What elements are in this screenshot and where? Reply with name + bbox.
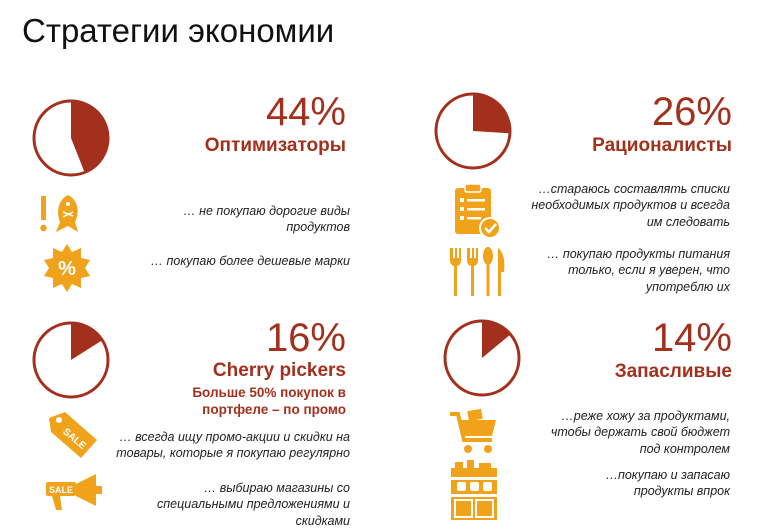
- clipboard-checklist-icon: [455, 183, 501, 239]
- statement-rationalists-2: … покупаю продукты питания только, если …: [546, 247, 730, 294]
- statement-cherry-pickers-1: … всегда ищу промо-акции и скидки на тов…: [116, 430, 350, 461]
- statement-hoarders-2: …покупаю и запасаю продукты впрок: [605, 468, 730, 499]
- shopping-cart-icon: [450, 408, 496, 453]
- percent-badge-icon: %: [44, 244, 90, 292]
- segment-name-optimizers: Оптимизаторы: [204, 135, 346, 156]
- pie-chart-hoarders: [443, 319, 521, 397]
- statement-rationalists-1: …стараюсь составлять списки необходимых …: [531, 182, 730, 229]
- segment-name-rationalists: Рационалисты: [592, 135, 732, 156]
- pie-chart-optimizers: [32, 99, 110, 177]
- cutlery-icon: [450, 247, 505, 296]
- pie-chart-cherry-pickers: [32, 321, 110, 399]
- segment-name-cherry-pickers: Cherry pickers: [212, 360, 346, 381]
- percent-hoarders: 14%: [651, 316, 732, 360]
- pantry-shelves-icon: [451, 460, 497, 520]
- sale-megaphone-icon: SALE: [46, 474, 102, 510]
- svg-text:%: %: [58, 258, 76, 280]
- sale-tag-icon: SALE: [49, 412, 97, 458]
- page-title: Стратегии экономии: [22, 12, 335, 49]
- statement-optimizers-2: … покупаю более дешевые марки: [150, 254, 350, 268]
- exclamation-fish-icon: [40, 195, 78, 232]
- statement-optimizers-1: … не покупаю дорогие виды продуктов: [183, 204, 350, 235]
- percent-optimizers: 44%: [265, 90, 346, 134]
- percent-rationalists: 26%: [651, 90, 732, 134]
- segment-name-hoarders: Запасливые: [614, 361, 732, 382]
- pie-chart-rationalists: [434, 92, 512, 170]
- percent-cherry-pickers: 16%: [265, 316, 346, 360]
- statement-hoarders-1: …реже хожу за продуктами, чтобы держать …: [550, 409, 730, 456]
- statement-cherry-pickers-2: … выбираю магазины со специальными предл…: [157, 481, 350, 528]
- svg-text:SALE: SALE: [49, 485, 73, 495]
- segment-note-cherry-pickers: Больше 50% покупок в портфеле – по промо: [192, 385, 346, 417]
